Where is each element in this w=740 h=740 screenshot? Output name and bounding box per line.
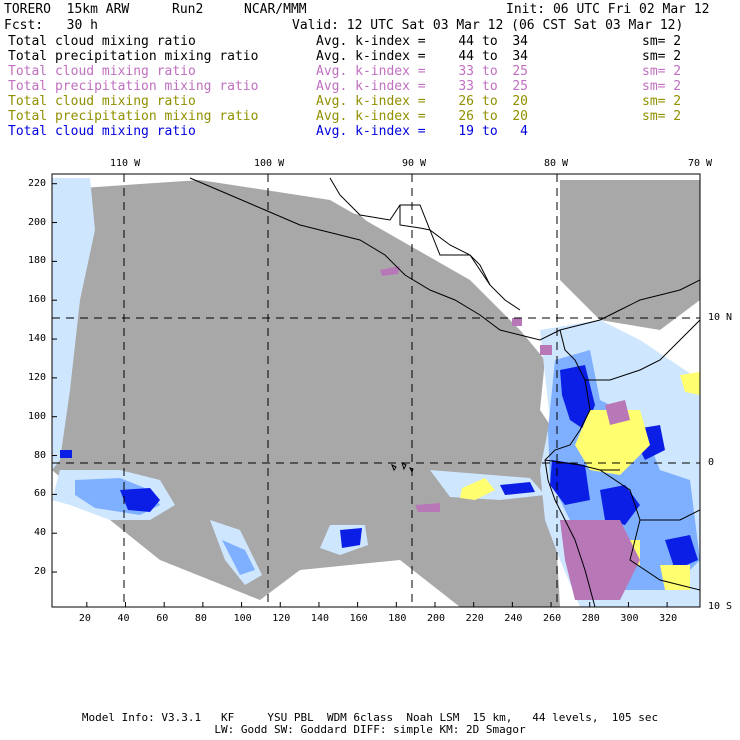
legend-k-from: 26 [458, 109, 474, 124]
model-title: TORERO 15km ARW [4, 2, 130, 17]
valid-time: Valid: 12 UTC Sat 03 Mar 12 (06 CST Sat … [292, 18, 684, 33]
legend-to: to [482, 64, 498, 79]
legend-avg-label: Avg. k-index = [316, 34, 426, 49]
run-label: Run2 [172, 2, 204, 17]
x-tick-label: 280 [581, 613, 600, 624]
lat-label-0: 0 [708, 457, 715, 468]
legend-variable: Total precipitation mixing ratio [8, 79, 259, 94]
legend-k-to: 25 [512, 79, 528, 94]
x-tick-label: 20 [78, 613, 91, 624]
lat-label-10s: 10 S [708, 601, 733, 612]
legend-k-to: 20 [512, 94, 528, 109]
legend-smoothing: sm= 2 [642, 64, 682, 79]
cloud-field-yellow [460, 372, 700, 590]
y-tick-label: 180 [27, 255, 46, 267]
org-label: NCAR/MMM [244, 2, 307, 17]
coastlines [189, 177, 700, 607]
map-frame [51, 173, 701, 608]
cloud-field-gray [52, 180, 700, 607]
x-tick-label: 300 [620, 613, 639, 624]
x-tick-label: 160 [349, 613, 368, 624]
x-tick-label: 80 [194, 613, 207, 624]
lon-label-100w: 100 W [254, 158, 285, 169]
legend-k-to: 25 [512, 64, 528, 79]
legend-to: to [482, 94, 498, 109]
x-tick-label: 200 [426, 613, 446, 624]
lon-label-110w: 110 W [110, 158, 141, 169]
legend-row: Total precipitation mixing ratio Avg. k-i… [8, 109, 728, 124]
legend-k-from: 33 [458, 64, 474, 79]
legend-to: to [482, 109, 498, 124]
legend-smoothing: sm= 2 [642, 34, 682, 49]
legend-to: to [482, 34, 498, 49]
y-tick-label: 100 [27, 410, 46, 422]
legend-to: to [482, 124, 498, 139]
legend-smoothing: sm= 2 [642, 49, 682, 64]
legend-variable: Total cloud mixing ratio [8, 94, 196, 109]
forecast-hour: Fcst: 30 h [4, 18, 98, 33]
y-tick-label: 140 [27, 333, 46, 345]
lon-label-90w: 90 W [402, 158, 427, 169]
legend-variable: Total cloud mixing ratio [8, 34, 196, 49]
legend-k-from: 44 [458, 34, 474, 49]
model-info-line2: LW: Godd SW: Goddard DIFF: simple KM: 2D… [214, 723, 526, 736]
legend-k-from: 44 [458, 49, 474, 64]
legend-k-to: 20 [512, 109, 528, 124]
lat-label-10n: 10 N [708, 312, 733, 323]
legend-smoothing: sm= 2 [642, 94, 682, 109]
y-tick-label: 120 [27, 371, 46, 383]
x-tick-label: 180 [388, 613, 407, 624]
legend-row: Total cloud mixing ratio Avg. k-index = 19… [8, 124, 728, 139]
legend-avg-label: Avg. k-index = [316, 79, 426, 94]
legend-variable: Total cloud mixing ratio [8, 124, 196, 139]
y-tick-label: 40 [33, 527, 46, 539]
lon-label-70w: 70 W [688, 158, 713, 169]
y-tick-label: 160 [27, 294, 46, 306]
x-tick-label: 60 [156, 613, 169, 624]
x-tick-label: 100 [233, 613, 252, 624]
legend-row: Total cloud mixing ratio Avg. k-index = 26… [8, 94, 728, 109]
legend-to: to [482, 79, 498, 94]
legend-k-to: 34 [512, 34, 528, 49]
x-tick-label: 240 [504, 613, 523, 624]
legend-row: Total precipitation mixing ratio Avg. k-i… [8, 49, 728, 64]
legend-k-to: 34 [512, 49, 528, 64]
y-tick-label: 20 [33, 566, 46, 578]
y-tick-label: 60 [33, 488, 46, 500]
legend-avg-label: Avg. k-index = [316, 49, 426, 64]
cloud-field-purple [380, 266, 640, 600]
y-tick-label: 220 [27, 177, 46, 189]
legend-smoothing: sm= 2 [642, 109, 682, 124]
x-tick-label: 40 [117, 613, 130, 624]
legend-variable: Total cloud mixing ratio [8, 64, 196, 79]
legend-k-from: 19 [458, 124, 474, 139]
legend-row: Total cloud mixing ratio Avg. k-index = 44… [8, 34, 728, 49]
x-tick-label: 140 [310, 613, 329, 624]
x-tick-label: 260 [543, 613, 562, 624]
legend-avg-label: Avg. k-index = [316, 64, 426, 79]
legend-to: to [482, 49, 498, 64]
legend-avg-label: Avg. k-index = [316, 124, 426, 139]
y-tick-label: 80 [33, 449, 46, 461]
legend-smoothing: sm= 2 [642, 79, 682, 94]
legend-avg-label: Avg. k-index = [316, 109, 426, 124]
legend-row: Total precipitation mixing ratio Avg. k-i… [8, 79, 728, 94]
legend-k-from: 26 [458, 94, 474, 109]
y-tick-label: 200 [27, 216, 46, 228]
x-tick-label: 220 [465, 613, 484, 624]
x-tick-label: 120 [272, 613, 291, 624]
legend-variable: Total precipitation mixing ratio [8, 49, 259, 64]
graticule [52, 174, 700, 607]
x-tick-label: 320 [659, 613, 678, 624]
legend-k-from: 33 [458, 79, 474, 94]
init-time: Init: 06 UTC Fri 02 Mar 12 [506, 2, 710, 17]
legend-k-to: 4 [520, 124, 528, 139]
legend-avg-label: Avg. k-index = [316, 94, 426, 109]
legend-variable: Total precipitation mixing ratio [8, 109, 259, 124]
model-info-line1: Model Info: V3.3.1 KF YSU PBL WDM 6class… [81, 711, 659, 724]
legend-row: Total cloud mixing ratio Avg. k-index = 33… [8, 64, 728, 79]
lon-label-80w: 80 W [544, 158, 569, 169]
